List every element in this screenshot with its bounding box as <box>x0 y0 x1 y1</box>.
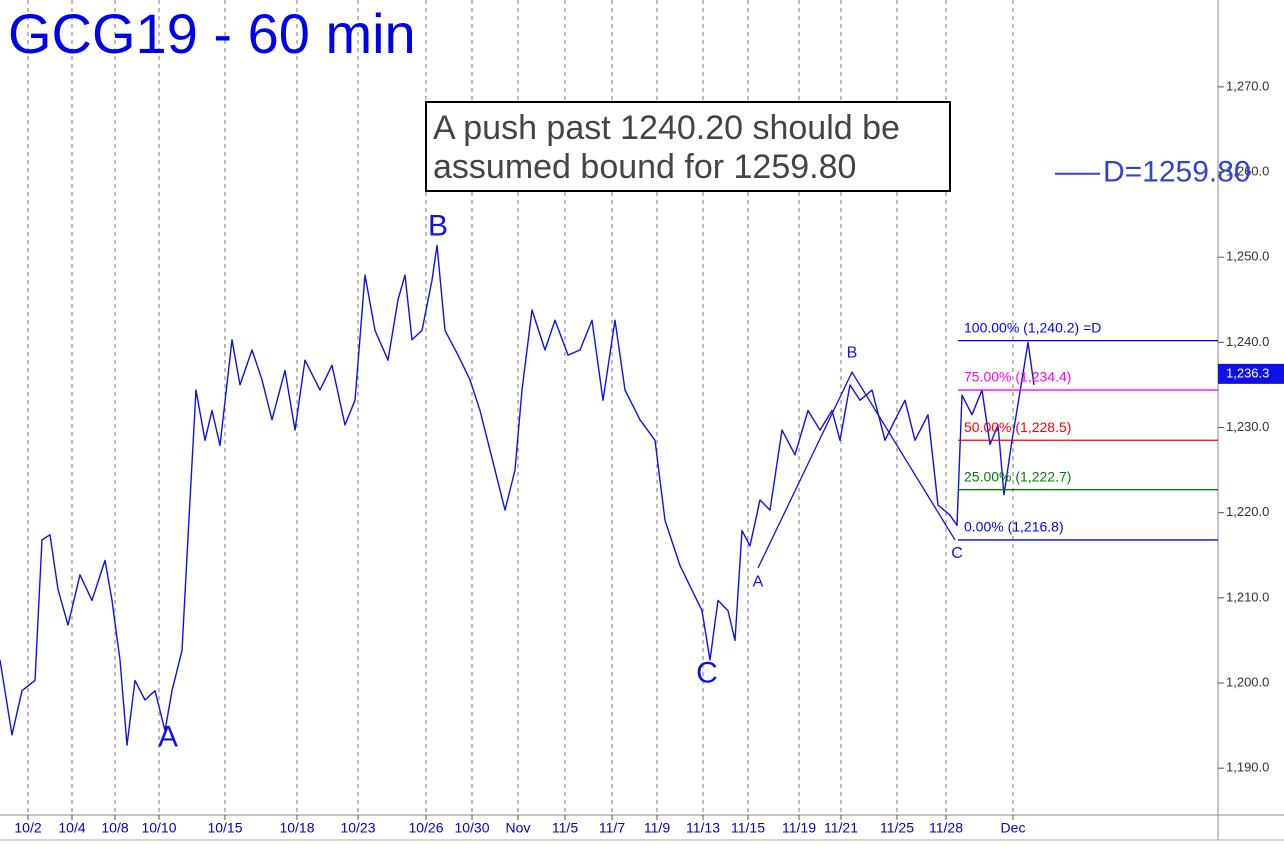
x-tick-label: 11/13 <box>686 820 720 836</box>
level-label: 0.00% (1,216.8) <box>964 519 1064 535</box>
level-label: 25.00% (1,222.7) <box>964 468 1071 484</box>
y-tick-label: 1,200.0 <box>1226 674 1269 689</box>
last-price-tag <box>1218 363 1284 384</box>
x-tick-label: 10/2 <box>14 820 41 836</box>
x-tick-label: 10/23 <box>340 820 375 836</box>
x-tick-label: 11/9 <box>644 820 670 836</box>
last-price-label: 1,236.3 <box>1226 365 1269 380</box>
level-label: 100.00% (1,240.2) =D <box>964 319 1101 335</box>
y-tick-label: 1,210.0 <box>1226 589 1269 604</box>
x-tick-label: 11/25 <box>880 820 914 836</box>
chart-title: GCG19 - 60 min <box>8 2 416 65</box>
x-tick-label: Dec <box>1001 820 1026 836</box>
x-tick-label: 10/10 <box>141 820 176 836</box>
y-tick-label: 1,230.0 <box>1226 419 1269 434</box>
x-tick-label: 10/4 <box>58 820 85 836</box>
x-tick-label: Nov <box>506 820 531 836</box>
x-tick-label: 10/15 <box>207 820 242 836</box>
wave-label: B <box>847 345 858 362</box>
y-tick-label: 1,240.0 <box>1226 334 1269 349</box>
x-tick-label: 11/21 <box>824 820 858 836</box>
y-tick-label: 1,190.0 <box>1226 760 1269 775</box>
wave-label: C <box>696 656 718 689</box>
pattern-line <box>757 370 956 569</box>
wave-label: A <box>753 574 764 591</box>
x-tick-label: 10/26 <box>408 820 443 836</box>
x-tick-label: 10/8 <box>101 820 128 836</box>
x-tick-label: 10/30 <box>454 820 489 836</box>
y-tick-label: 1,270.0 <box>1226 78 1269 93</box>
wave-label: A <box>158 720 178 753</box>
wave-label: C <box>951 545 963 562</box>
note-line: assumed bound for 1259.80 <box>433 148 856 186</box>
y-tick-label: 1,250.0 <box>1226 249 1269 264</box>
level-label: 50.00% (1,228.5) <box>964 419 1071 435</box>
x-tick-label: 11/7 <box>599 820 625 836</box>
level-label: 75.00% (1,234.4) <box>964 369 1071 385</box>
note-box <box>425 101 951 192</box>
x-tick-label: 10/18 <box>279 820 314 836</box>
price-line <box>0 244 1035 746</box>
target-label: D=1259.80 <box>1103 156 1251 189</box>
wave-label: B <box>428 209 448 242</box>
x-tick-label: 11/28 <box>929 820 963 836</box>
note-line: A push past 1240.20 should be <box>433 109 900 147</box>
y-tick-label: 1,260.0 <box>1226 163 1269 178</box>
x-tick-label: 11/5 <box>552 820 578 836</box>
x-tick-label: 11/15 <box>731 820 765 836</box>
y-tick-label: 1,220.0 <box>1226 504 1269 519</box>
x-tick-label: 11/19 <box>782 820 816 836</box>
